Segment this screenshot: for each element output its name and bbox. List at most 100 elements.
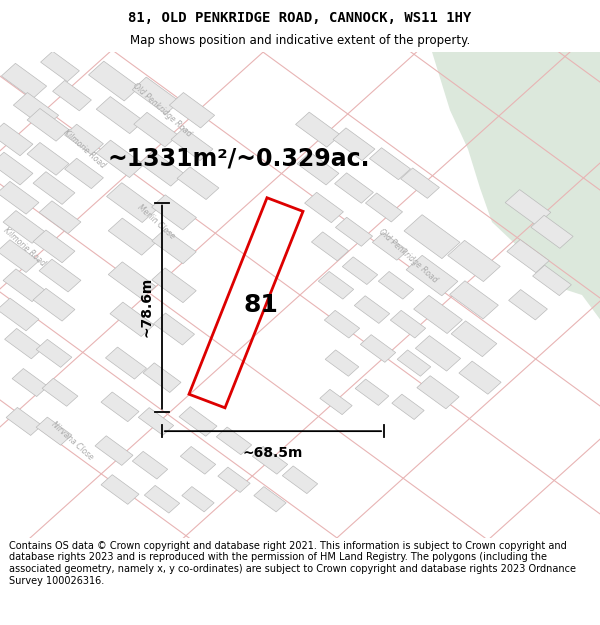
Polygon shape — [33, 288, 75, 321]
Polygon shape — [509, 289, 547, 320]
Text: ~68.5m: ~68.5m — [243, 446, 303, 460]
Polygon shape — [3, 211, 45, 243]
Polygon shape — [27, 109, 69, 141]
Polygon shape — [13, 92, 59, 128]
Polygon shape — [0, 298, 39, 331]
Polygon shape — [181, 446, 215, 474]
Polygon shape — [253, 446, 287, 474]
Polygon shape — [96, 140, 144, 177]
Polygon shape — [177, 167, 219, 199]
Polygon shape — [39, 259, 81, 292]
Polygon shape — [391, 311, 425, 338]
Polygon shape — [132, 77, 180, 114]
Polygon shape — [459, 361, 501, 394]
Polygon shape — [152, 195, 196, 230]
Polygon shape — [283, 466, 317, 494]
Polygon shape — [169, 92, 215, 128]
Polygon shape — [449, 281, 499, 319]
Polygon shape — [95, 436, 133, 466]
Polygon shape — [101, 474, 139, 504]
Polygon shape — [65, 158, 103, 189]
Polygon shape — [106, 347, 146, 379]
Polygon shape — [451, 321, 497, 357]
Polygon shape — [401, 168, 439, 198]
Polygon shape — [404, 215, 460, 259]
Text: Contains OS data © Crown copyright and database right 2021. This information is : Contains OS data © Crown copyright and d… — [9, 541, 576, 586]
Polygon shape — [325, 350, 359, 376]
Polygon shape — [417, 376, 459, 409]
Polygon shape — [531, 215, 573, 248]
Polygon shape — [0, 123, 33, 156]
Text: 81, OLD PENKRIDGE ROAD, CANNOCK, WS11 1HY: 81, OLD PENKRIDGE ROAD, CANNOCK, WS11 1H… — [128, 11, 472, 26]
Polygon shape — [392, 394, 424, 419]
Polygon shape — [355, 296, 389, 323]
Polygon shape — [133, 451, 167, 479]
Polygon shape — [305, 192, 343, 222]
Polygon shape — [320, 389, 352, 414]
Text: Merlin Close: Merlin Close — [136, 203, 176, 241]
Polygon shape — [0, 152, 33, 185]
Polygon shape — [107, 182, 157, 222]
Polygon shape — [108, 262, 156, 299]
Text: Nirvana Close: Nirvana Close — [49, 420, 95, 462]
Text: Map shows position and indicative extent of the property.: Map shows position and indicative extent… — [130, 34, 470, 47]
Polygon shape — [415, 336, 461, 371]
Polygon shape — [152, 268, 196, 302]
Polygon shape — [505, 189, 551, 226]
Text: Old Penkridge Road: Old Penkridge Road — [377, 228, 439, 285]
Polygon shape — [335, 217, 373, 246]
Polygon shape — [27, 142, 69, 175]
Polygon shape — [33, 172, 75, 204]
Text: ~78.6m: ~78.6m — [139, 277, 153, 338]
Polygon shape — [533, 265, 571, 296]
Polygon shape — [36, 417, 72, 445]
Polygon shape — [139, 408, 173, 435]
Polygon shape — [218, 467, 250, 492]
Polygon shape — [297, 152, 339, 185]
Polygon shape — [33, 230, 75, 262]
Text: ~1331m²/~0.329ac.: ~1331m²/~0.329ac. — [108, 147, 371, 171]
Polygon shape — [355, 379, 389, 406]
Polygon shape — [311, 232, 349, 261]
Polygon shape — [36, 339, 72, 367]
Polygon shape — [448, 241, 500, 282]
Polygon shape — [101, 392, 139, 422]
Polygon shape — [6, 408, 42, 436]
Polygon shape — [108, 218, 156, 255]
Polygon shape — [65, 124, 103, 154]
Polygon shape — [154, 313, 194, 345]
Text: 81: 81 — [244, 292, 278, 317]
Polygon shape — [254, 487, 286, 512]
Polygon shape — [134, 112, 178, 147]
Text: Old Penkridge Road: Old Penkridge Road — [131, 82, 193, 139]
Polygon shape — [319, 271, 353, 299]
Polygon shape — [507, 239, 549, 272]
Polygon shape — [179, 407, 217, 436]
Polygon shape — [373, 232, 407, 260]
Polygon shape — [397, 350, 431, 376]
Polygon shape — [343, 257, 377, 284]
Polygon shape — [0, 240, 39, 272]
Polygon shape — [217, 427, 251, 455]
Polygon shape — [1, 63, 47, 99]
Polygon shape — [361, 334, 395, 362]
Polygon shape — [96, 97, 144, 134]
Polygon shape — [0, 181, 39, 214]
Polygon shape — [379, 271, 413, 299]
Polygon shape — [5, 329, 43, 359]
Polygon shape — [110, 302, 154, 336]
Polygon shape — [432, 52, 600, 319]
Polygon shape — [333, 128, 375, 161]
Polygon shape — [41, 51, 79, 82]
Polygon shape — [413, 296, 463, 334]
Text: Kilmorie Road: Kilmorie Road — [61, 128, 107, 170]
Polygon shape — [370, 148, 410, 180]
Polygon shape — [140, 151, 184, 186]
Polygon shape — [42, 378, 78, 406]
Polygon shape — [89, 61, 139, 101]
Polygon shape — [152, 229, 196, 264]
Polygon shape — [365, 193, 403, 222]
Polygon shape — [325, 311, 359, 338]
Polygon shape — [171, 128, 213, 161]
Polygon shape — [39, 201, 81, 234]
